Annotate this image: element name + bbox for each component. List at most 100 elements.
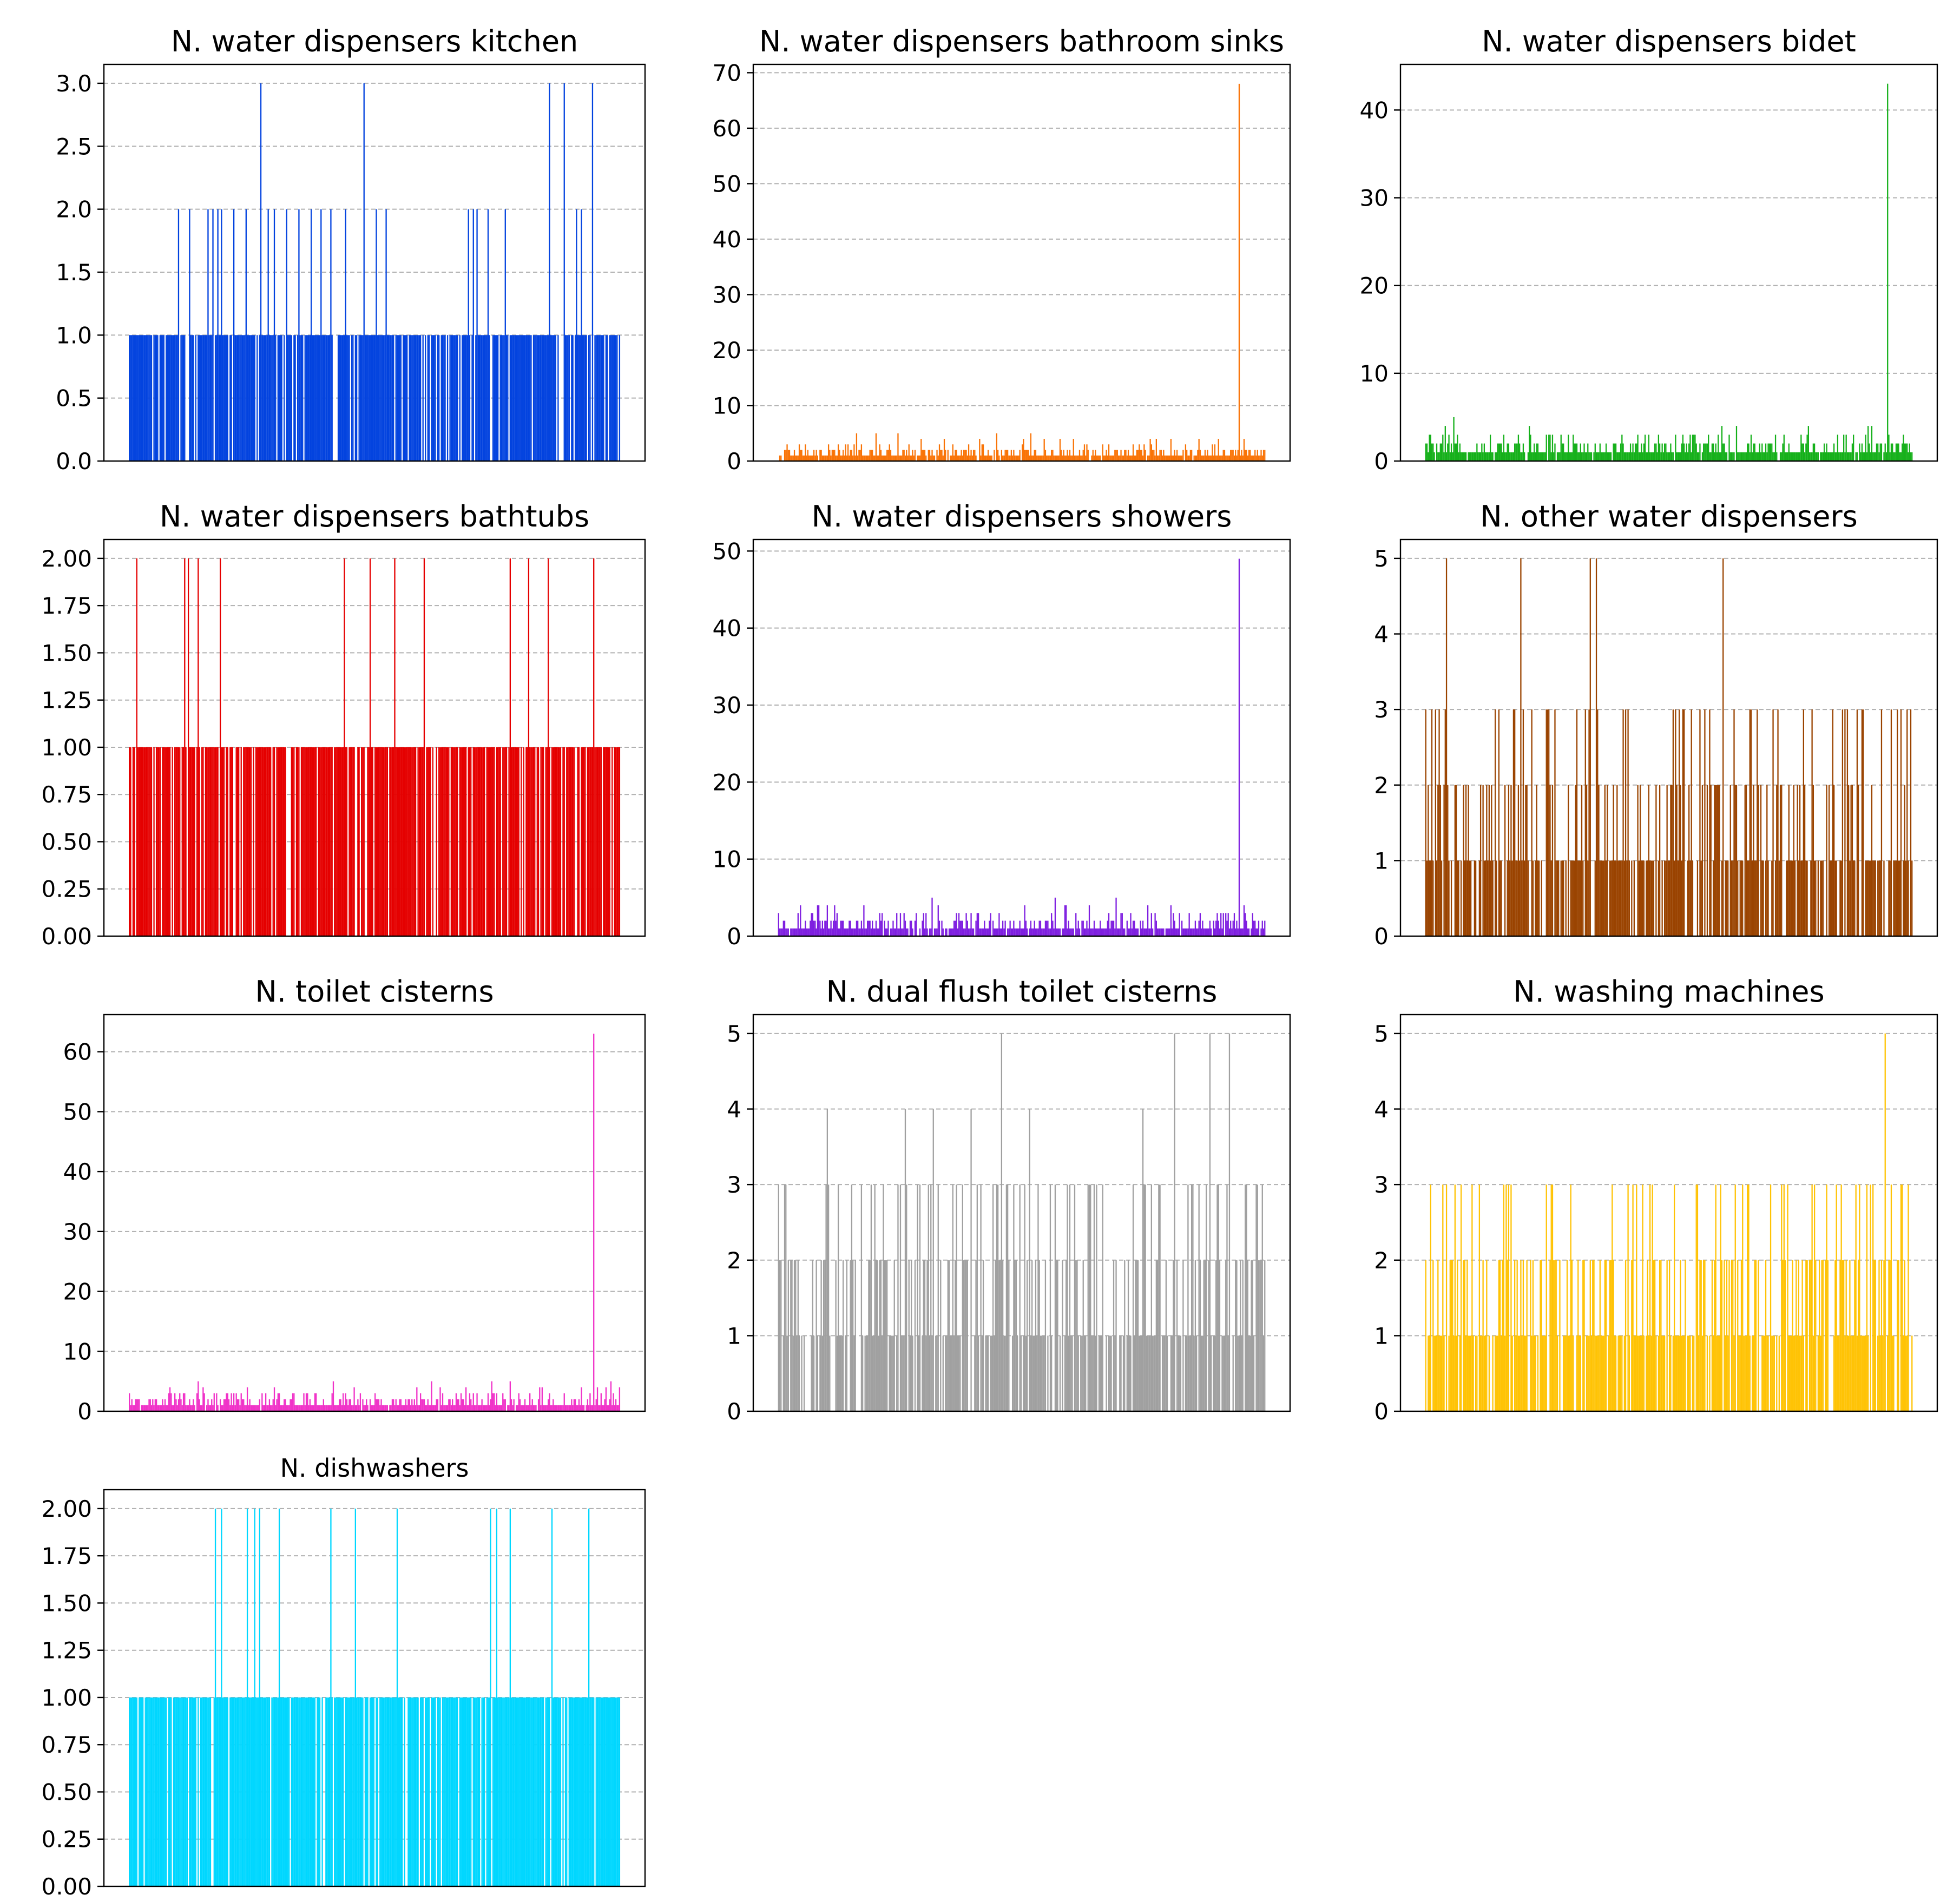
bar: [1170, 1335, 1172, 1411]
bar: [1431, 443, 1433, 461]
bar: [1441, 1335, 1443, 1411]
bar: [976, 1185, 978, 1411]
bar: [372, 747, 373, 936]
bar: [1463, 785, 1464, 936]
bar: [1068, 920, 1069, 936]
bar: [1516, 860, 1518, 936]
bar: [513, 335, 515, 461]
bar: [1691, 452, 1692, 461]
bar: [353, 1387, 355, 1411]
bar: [1103, 928, 1105, 936]
bar: [1576, 1335, 1578, 1411]
bar: [779, 1260, 781, 1411]
bar: [1001, 450, 1003, 461]
bar: [1686, 443, 1687, 461]
bar: [1834, 1260, 1836, 1411]
bar: [502, 1697, 504, 1886]
bar: [462, 1399, 463, 1411]
bar: [330, 1405, 332, 1411]
bar: [505, 335, 508, 461]
bar: [858, 450, 860, 461]
bar: [1030, 920, 1032, 936]
bar: [510, 335, 512, 461]
bar: [1082, 450, 1084, 461]
bar: [216, 335, 218, 461]
bar: [1188, 455, 1190, 461]
bar: [234, 335, 236, 461]
bar: [416, 1387, 418, 1411]
bar: [277, 747, 279, 936]
bar: [1831, 860, 1832, 936]
bar: [1860, 452, 1862, 461]
bar: [986, 455, 988, 461]
bar: [298, 747, 300, 936]
bar: [567, 1405, 569, 1411]
bar: [291, 1399, 292, 1411]
bar: [596, 335, 598, 461]
bar: [891, 455, 893, 461]
bar: [1725, 1335, 1726, 1411]
bar: [282, 1697, 284, 1886]
bar: [412, 335, 414, 461]
bars: [129, 1508, 621, 1886]
bar: [1129, 928, 1130, 936]
bar: [459, 1697, 461, 1886]
bar: [1245, 450, 1246, 461]
bar: [1602, 860, 1603, 936]
bar: [1164, 1335, 1166, 1411]
bar: [1811, 452, 1813, 461]
bar: [1085, 928, 1087, 936]
bar: [1791, 1335, 1792, 1411]
bar: [1593, 1260, 1595, 1411]
bar: [1023, 1335, 1024, 1411]
bar: [391, 335, 393, 461]
bar: [482, 1405, 484, 1411]
bar: [1840, 452, 1842, 461]
bar: [1605, 860, 1607, 936]
bar: [537, 1697, 540, 1886]
bar: [268, 335, 271, 461]
bar: [935, 1335, 937, 1411]
bar: [330, 1508, 332, 1886]
bar: [778, 913, 779, 936]
bar: [1589, 1260, 1591, 1411]
bar: [1173, 913, 1174, 936]
bar: [411, 335, 413, 461]
bar: [1681, 443, 1682, 461]
bar: [914, 450, 916, 461]
bar: [897, 1185, 899, 1411]
bar: [1103, 455, 1105, 461]
bar: [1056, 928, 1057, 936]
bar: [1681, 1335, 1682, 1411]
bar: [1812, 1335, 1814, 1411]
bar: [1216, 1185, 1218, 1411]
bar: [231, 335, 232, 461]
bar: [404, 747, 405, 936]
bar: [1013, 450, 1015, 461]
bar: [1208, 455, 1209, 461]
bar: [1142, 455, 1144, 461]
bar: [486, 1405, 488, 1411]
bar: [1633, 452, 1635, 461]
bar: [1492, 860, 1494, 936]
bar: [268, 1399, 271, 1411]
bar: [1695, 1185, 1697, 1411]
bar: [1765, 1260, 1767, 1411]
bar: [1784, 452, 1786, 461]
bar: [319, 1405, 321, 1411]
bar: [1197, 450, 1199, 461]
bar: [945, 450, 946, 461]
bar: [1661, 1335, 1663, 1411]
bar: [1201, 1335, 1202, 1411]
bar: [1725, 860, 1726, 936]
bar: [594, 335, 596, 461]
bar: [1709, 452, 1711, 461]
bar: [878, 928, 879, 936]
bar: [566, 335, 568, 461]
bar: [516, 747, 517, 936]
bar: [1704, 709, 1706, 936]
bar: [158, 747, 160, 936]
bar: [1696, 1185, 1699, 1411]
bar: [919, 1185, 921, 1411]
